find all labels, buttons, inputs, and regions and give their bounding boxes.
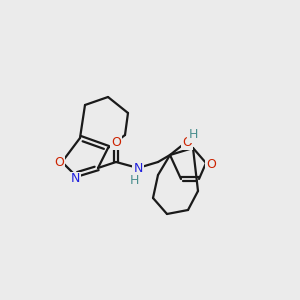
- Text: O: O: [54, 155, 64, 169]
- Text: O: O: [206, 158, 216, 172]
- Text: N: N: [70, 172, 80, 185]
- Text: H: H: [129, 173, 139, 187]
- Text: H: H: [188, 128, 198, 142]
- Text: N: N: [133, 161, 143, 175]
- Text: O: O: [182, 136, 192, 148]
- Text: O: O: [111, 136, 121, 148]
